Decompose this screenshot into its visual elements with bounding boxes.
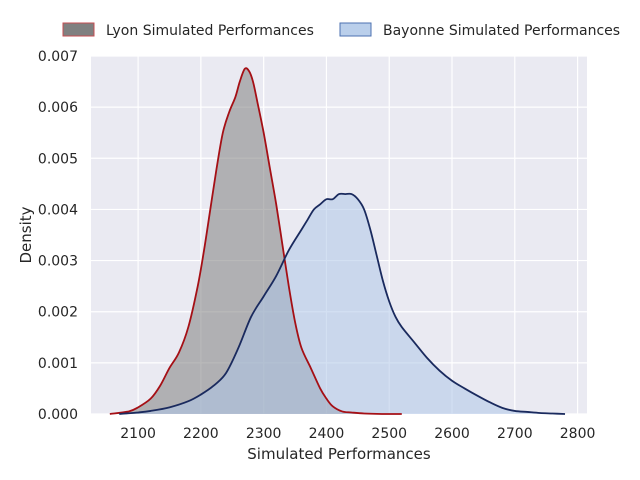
legend-label: Lyon Simulated Performances bbox=[106, 23, 314, 39]
x-tick-label: 2200 bbox=[183, 426, 219, 442]
y-tick-label: 0.007 bbox=[38, 49, 78, 65]
density-areas bbox=[109, 67, 566, 415]
y-axis-title: Density bbox=[17, 206, 35, 263]
y-axis-ticks: 0.000 0.001 0.002 0.003 0.004 0.005 0.006 0.007 bbox=[38, 49, 78, 423]
x-tick-label: 2400 bbox=[309, 426, 345, 442]
x-tick-label: 2800 bbox=[560, 426, 596, 442]
legend-swatch bbox=[339, 22, 372, 37]
legend: Lyon Simulated Performances Bayonne Simul… bbox=[62, 22, 620, 39]
x-tick-label: 2500 bbox=[371, 426, 407, 442]
x-axis-title: Simulated Performances bbox=[247, 445, 431, 463]
x-tick-label: 2600 bbox=[434, 426, 470, 442]
x-tick-label: 2300 bbox=[246, 426, 282, 442]
series-line-0 bbox=[109, 67, 402, 415]
y-tick-label: 0.000 bbox=[38, 407, 78, 423]
legend-label: Bayonne Simulated Performances bbox=[383, 23, 620, 39]
series-area-1 bbox=[119, 193, 566, 414]
series-area-0 bbox=[109, 68, 402, 414]
y-tick-label: 0.004 bbox=[38, 202, 78, 218]
x-tick-label: 2100 bbox=[120, 426, 156, 442]
y-tick-label: 0.006 bbox=[38, 100, 78, 116]
x-tick-label: 2700 bbox=[497, 426, 533, 442]
x-axis-ticks: 2100 2200 2300 2400 2500 2600 2700 2800 bbox=[120, 426, 595, 442]
legend-swatch bbox=[62, 22, 95, 37]
y-tick-label: 0.005 bbox=[38, 151, 78, 167]
y-tick-label: 0.001 bbox=[38, 356, 78, 372]
y-tick-label: 0.002 bbox=[38, 305, 78, 321]
series-line-1 bbox=[119, 192, 566, 415]
y-tick-label: 0.003 bbox=[38, 254, 78, 270]
